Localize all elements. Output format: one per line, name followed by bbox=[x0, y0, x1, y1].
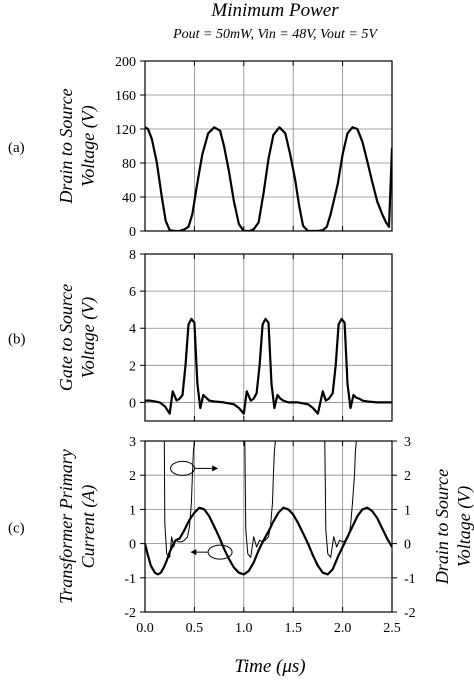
y-axis-label-line1: Gate to Source bbox=[56, 284, 76, 391]
y-tick-label: 80 bbox=[122, 157, 136, 172]
y-axis-label: Drain to Source Voltage (V) bbox=[56, 88, 99, 204]
series-line-0 bbox=[145, 317, 392, 415]
y-tick-label: 120 bbox=[115, 123, 136, 138]
y2-tick-label: 3 bbox=[404, 435, 411, 450]
y-tick-label: 0 bbox=[129, 538, 136, 553]
y-axis-label-line2: Voltage (V) bbox=[78, 297, 99, 378]
panel-1: 0 2 4 6 8 (b) Gate to Source Voltage (V) bbox=[8, 248, 393, 422]
y2-axis-label-line2: Voltage (V) bbox=[454, 486, 474, 567]
panel-label: (b) bbox=[8, 332, 26, 348]
series-line-1 bbox=[163, 441, 357, 558]
y2-tick-label: 2 bbox=[404, 469, 411, 484]
y-axis-label: Transformer Primary Current (A) bbox=[56, 449, 99, 604]
y-tick-label: 1 bbox=[129, 503, 136, 518]
y-axis-label-line2: Voltage (V) bbox=[78, 105, 99, 186]
annotation-ellipse-current bbox=[207, 544, 233, 560]
y-tick-label: -1 bbox=[124, 572, 136, 587]
annotation-ellipse-voltage bbox=[170, 460, 196, 476]
arrowhead-right bbox=[212, 465, 219, 472]
y-axis-label: Gate to Source Voltage (V) bbox=[56, 284, 99, 391]
x-tick-label: 1.5 bbox=[284, 621, 302, 636]
y2-axis-label-line1: Drain to Source bbox=[432, 469, 452, 585]
y-tick-label: 0 bbox=[129, 396, 136, 411]
y2-tick-label: 1 bbox=[404, 503, 411, 518]
y-tick-label: 0 bbox=[129, 225, 136, 240]
x-tick-label: 0.0 bbox=[136, 621, 154, 636]
y-axis-label-line1: Drain to Source bbox=[56, 88, 76, 204]
y-tick-label: 3 bbox=[129, 435, 136, 450]
y2-tick-label: -2 bbox=[404, 606, 416, 621]
y-tick-label: 40 bbox=[122, 191, 136, 206]
y2-tick-label: -1 bbox=[404, 572, 416, 587]
series-line-0 bbox=[145, 126, 392, 231]
panel-2: -2 -1 0 1 2 3 -2 -1 0 1 2 3 (c) Transformer Primary Cu… bbox=[8, 435, 474, 636]
series-line-0 bbox=[145, 506, 392, 576]
y-tick-label: 6 bbox=[129, 285, 136, 300]
y2-axis-label: Drain to Source Voltage (V) bbox=[432, 469, 474, 585]
panel-0: 0 40 80 120 160 200 (a) Drain to Source Voltage … bbox=[8, 55, 393, 240]
chart-title: Minimum Power bbox=[210, 0, 339, 21]
y-tick-label: 160 bbox=[115, 89, 136, 104]
arrowhead-left bbox=[190, 549, 197, 556]
plot-frame bbox=[144, 60, 393, 232]
y-axis-label-line2: Current (A) bbox=[78, 485, 99, 569]
y-axis-label-line1: Transformer Primary bbox=[56, 449, 76, 604]
y-tick-label: 4 bbox=[129, 322, 136, 337]
x-tick-label: 2.5 bbox=[383, 621, 401, 636]
x-axis-label: Time (μs) bbox=[234, 656, 305, 677]
y-tick-label: 2 bbox=[129, 469, 136, 484]
y-tick-label: 8 bbox=[129, 248, 136, 263]
plot-frame bbox=[144, 440, 393, 613]
chart-subtitle: Pout = 50mW, Vin = 48V, Vout = 5V bbox=[172, 27, 378, 42]
y-tick-label: -2 bbox=[124, 606, 136, 621]
x-tick-label: 0.5 bbox=[186, 621, 204, 636]
panel-label: (a) bbox=[8, 140, 25, 156]
x-tick-label: 1.0 bbox=[235, 621, 253, 636]
y-tick-label: 200 bbox=[115, 55, 136, 70]
plot-frame bbox=[144, 253, 393, 422]
y-tick-label: 2 bbox=[129, 359, 136, 374]
y2-tick-label: 0 bbox=[404, 538, 411, 553]
panel-label: (c) bbox=[8, 521, 25, 537]
x-tick-label: 2.0 bbox=[334, 621, 352, 636]
